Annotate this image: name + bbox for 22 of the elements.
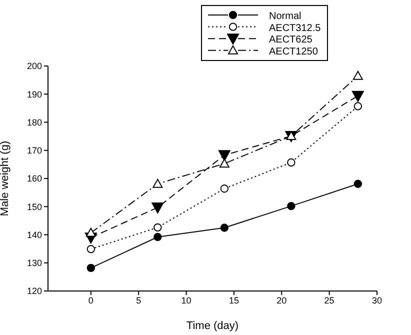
- y-tick-label: 150: [26, 202, 42, 212]
- y-tick-label: 130: [26, 258, 42, 268]
- legend-label: AECT1250: [269, 46, 318, 58]
- x-tick-label: 10: [181, 295, 192, 306]
- y-tick-label: 190: [26, 89, 42, 100]
- x-tick-label: 25: [324, 295, 334, 306]
- y-tick-label: 120: [26, 286, 42, 296]
- x-tick-label: 0: [88, 295, 94, 306]
- y-axis-title: Male weight (g): [0, 140, 11, 216]
- x-axis-title: Time (day): [186, 320, 239, 332]
- y-tick-label: 140: [26, 230, 42, 240]
- y-tick-label: 160: [26, 174, 42, 184]
- y-tick-label: 170: [26, 146, 42, 156]
- x-tick-label: 15: [228, 295, 239, 306]
- x-tick-label: 20: [276, 295, 287, 306]
- legend-label: AECT312.5: [269, 22, 322, 34]
- legend-label: AECT625: [269, 34, 313, 46]
- y-tick-label: 180: [26, 117, 42, 128]
- y-tick-label: 200: [26, 61, 42, 72]
- legend-label: Normal: [269, 11, 302, 22]
- x-tick-label: 30: [372, 295, 382, 306]
- x-tick-label: 5: [136, 295, 142, 306]
